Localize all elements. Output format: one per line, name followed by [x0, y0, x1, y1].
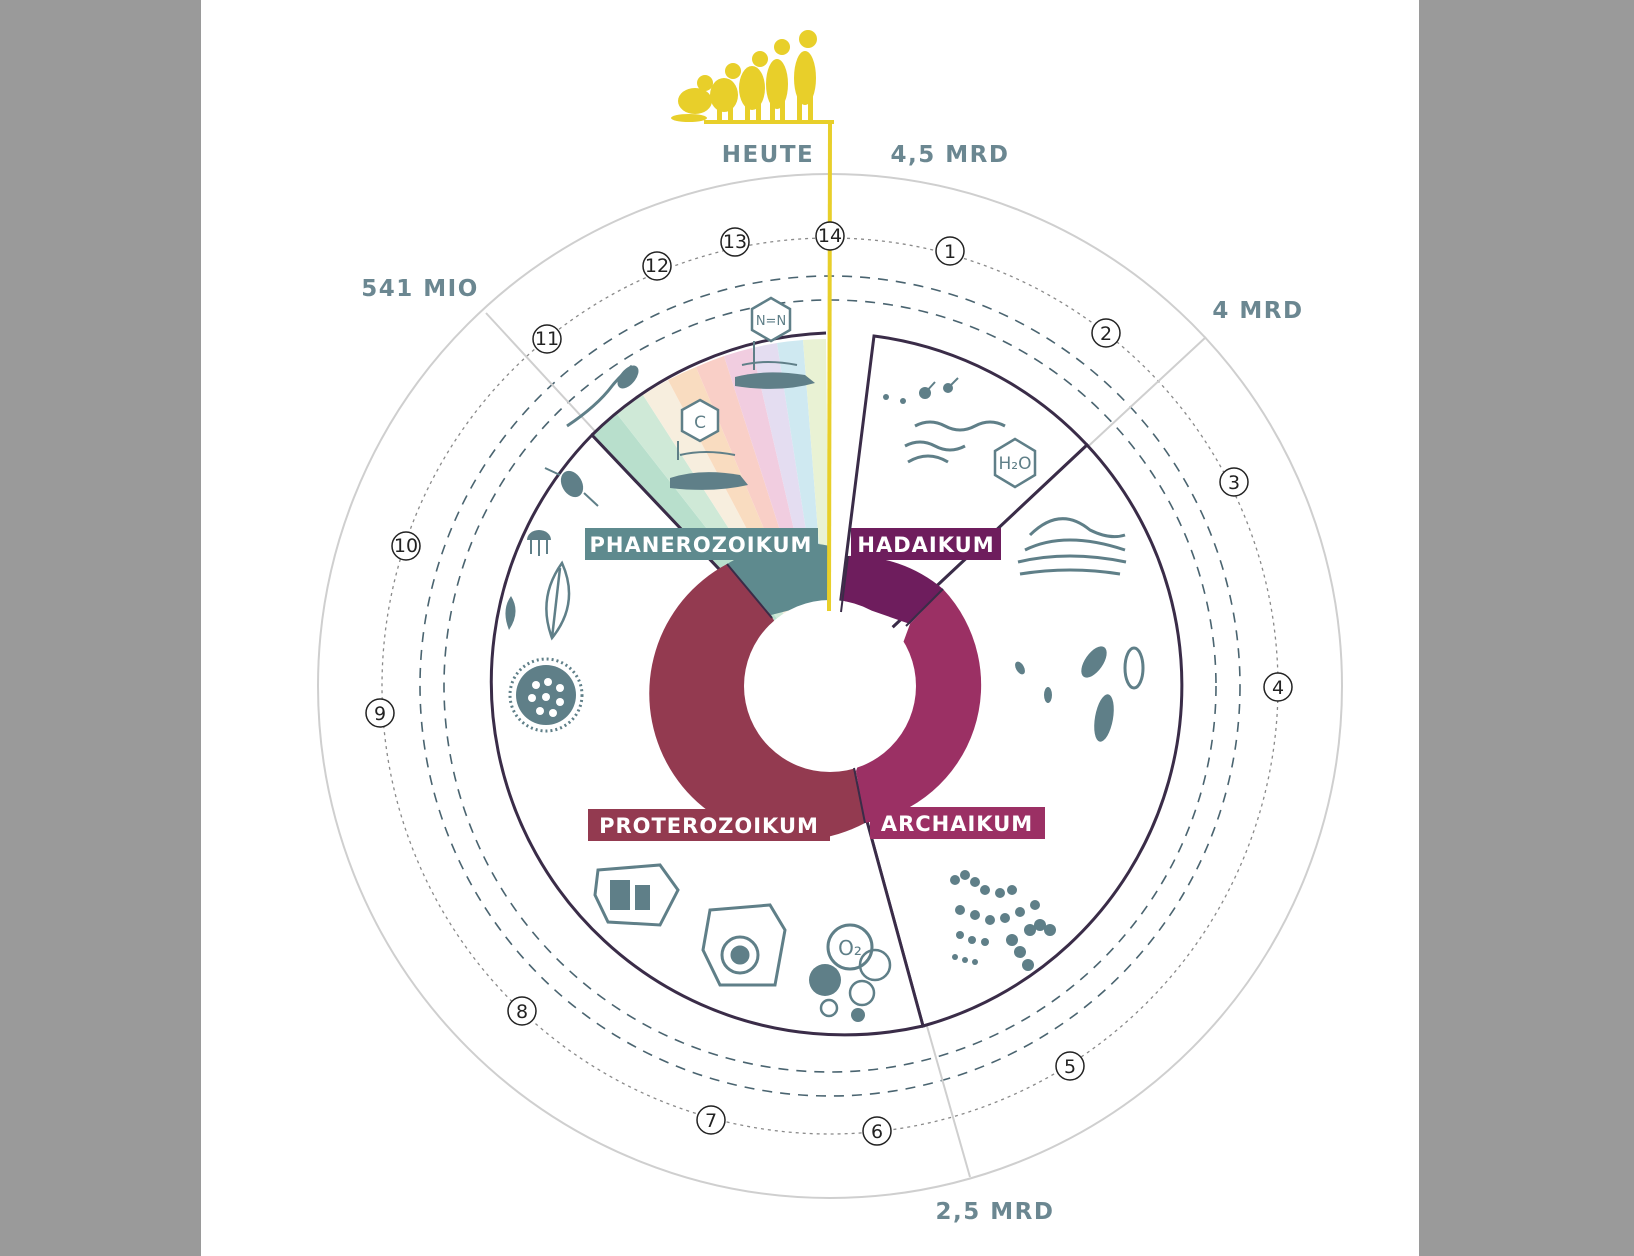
phanerozoic-arc: [590, 331, 827, 437]
era-label-proterozoikum: PROTEROZOIKUM: [599, 814, 819, 838]
leaf-icon: [505, 596, 516, 630]
stromatolite-icon: [1017, 517, 1127, 576]
era-badge-archaikum: [870, 807, 1045, 839]
label-2-5-mrd: 2,5 MRD: [936, 1199, 1055, 1225]
oxygen-bubbles-icon: O₂: [809, 923, 892, 1022]
marker-1: 1: [935, 236, 965, 266]
svg-text:7: 7: [705, 1110, 717, 1132]
h2o-molecule-icon: H₂O: [993, 437, 1037, 489]
svg-text:1: 1: [944, 241, 956, 263]
label-541-mio: 541 MIO: [361, 276, 479, 302]
era-label-archaikum: ARCHAIKUM: [881, 812, 1033, 836]
svg-text:2: 2: [1100, 323, 1112, 345]
svg-text:3: 3: [1228, 472, 1240, 494]
label-today: HEUTE: [722, 142, 815, 168]
marker-2: 2: [1091, 318, 1121, 348]
svg-text:13: 13: [723, 231, 747, 253]
marker-8: 8: [507, 996, 537, 1026]
label-4-mrd: 4 MRD: [1212, 298, 1303, 324]
fern-leaf-icon: [545, 560, 571, 641]
marker-7: 7: [696, 1105, 726, 1135]
today-indicator-line: [827, 121, 832, 612]
trilobite-icon: [544, 467, 599, 507]
svg-text:H₂O: H₂O: [999, 454, 1032, 474]
marker-11: 11: [532, 324, 562, 354]
svg-text:C: C: [694, 413, 706, 433]
svg-text:O₂: O₂: [838, 936, 862, 960]
svg-text:11: 11: [535, 328, 559, 350]
jellyfish-icon: [527, 530, 551, 556]
svg-text:4: 4: [1272, 677, 1284, 699]
marker-12: 12: [642, 251, 672, 281]
marker-13: 13: [720, 227, 750, 257]
fish-icon: [566, 364, 639, 428]
svg-text:8: 8: [516, 1001, 528, 1023]
era-label-hadaikum: HADAIKUM: [857, 533, 994, 557]
bacteria-icon: [1015, 646, 1145, 742]
era-badge-phanerozoikum: [585, 528, 818, 560]
svg-text:12: 12: [645, 255, 669, 277]
meteor-icon: [883, 377, 959, 404]
marker-3: 3: [1219, 467, 1249, 497]
svg-text:10: 10: [394, 535, 418, 557]
marker-14: 14: [815, 221, 845, 251]
marker-6: 6: [862, 1116, 892, 1146]
svg-text:9: 9: [374, 703, 386, 725]
marker-5: 5: [1055, 1051, 1085, 1081]
marker-4: 4: [1263, 672, 1293, 702]
radiolarian-icon: [508, 657, 584, 733]
human-evolution-icon: [671, 30, 817, 122]
label-4-5-mrd: 4,5 MRD: [891, 142, 1010, 168]
cyanobacteria-chains-icon: [950, 870, 1056, 971]
svg-text:6: 6: [871, 1121, 883, 1143]
marker-10: 10: [391, 531, 421, 561]
marker-9: 9: [365, 698, 395, 728]
era-donut: [649, 542, 982, 841]
water-icon: [904, 420, 1006, 464]
era-label-phanerozoikum: PHANEROZOIKUM: [590, 533, 813, 557]
svg-text:5: 5: [1064, 1056, 1076, 1078]
carbon-molecule-icon: C: [677, 398, 720, 460]
nitrogen-molecule-icon: N=N: [750, 296, 792, 370]
chloroplast-cell-icon: [593, 863, 680, 927]
plankton-water-icon: [670, 361, 815, 490]
era-badge-hadaikum: [851, 528, 1001, 560]
eukaryote-cell-icon: [701, 903, 787, 987]
svg-text:14: 14: [818, 225, 842, 247]
era-badge-proterozoikum: [588, 809, 830, 841]
svg-text:N=N: N=N: [756, 314, 786, 329]
